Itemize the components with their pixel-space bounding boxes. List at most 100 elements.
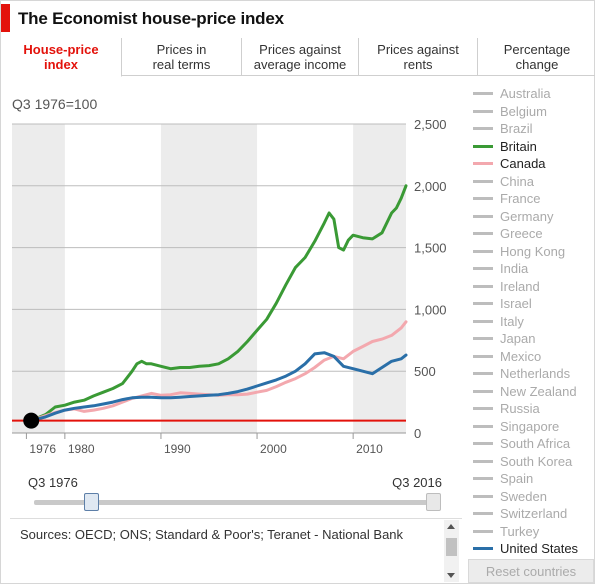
series-line-united-states	[29, 351, 408, 423]
reset-countries-button[interactable]: Reset countries	[468, 559, 594, 583]
legend-swatch	[473, 284, 493, 288]
legend-swatch	[473, 512, 493, 516]
legend-item-canada[interactable]: Canada	[471, 155, 595, 173]
tab-percentage-change[interactable]: Percentage change	[477, 38, 595, 76]
tab-prices-in-real-terms[interactable]: Prices in real terms	[152, 42, 211, 72]
legend-swatch	[473, 144, 493, 148]
legend-swatch	[473, 389, 493, 393]
tab-prices-against-average-income[interactable]: Prices against average income	[241, 38, 358, 76]
baseline-label: Q3 1976=100	[12, 96, 98, 112]
legend-swatch	[473, 214, 493, 218]
legend-label: Russia	[500, 401, 540, 417]
legend-swatch	[473, 267, 493, 271]
legend-item-mexico[interactable]: Mexico	[471, 348, 595, 366]
legend-item-china[interactable]: China	[471, 173, 595, 191]
legend-item-germany[interactable]: Germany	[471, 208, 595, 226]
scroll-thumb[interactable]	[446, 538, 457, 556]
legend-item-australia[interactable]: Australia	[471, 85, 595, 103]
country-legend: Australia Belgium Brazil Britain Canada China…	[471, 85, 595, 558]
legend-swatch	[473, 179, 493, 183]
tab-house-price-index[interactable]: House-price index	[1, 38, 122, 77]
legend-swatch	[473, 337, 493, 341]
legend-swatch	[473, 197, 493, 201]
y-tick-label: 2,000	[414, 179, 447, 194]
legend-label: Brazil	[500, 121, 533, 137]
decade-band	[160, 124, 258, 433]
legend-item-britain[interactable]: Britain	[471, 138, 595, 156]
legend-label: Singapore	[500, 418, 560, 434]
sources-scrollbar[interactable]	[444, 520, 459, 582]
legend-label: Switzerland	[500, 506, 568, 522]
legend-item-russia[interactable]: Russia	[471, 400, 595, 418]
legend-swatch	[473, 494, 493, 498]
legend-item-india[interactable]: India	[471, 260, 595, 278]
scroll-up-icon[interactable]	[447, 524, 455, 529]
slider-start-label: Q3 1976	[28, 475, 78, 490]
legend-label: New Zealand	[500, 383, 577, 399]
legend-item-france[interactable]: France	[471, 190, 595, 208]
legend-swatch	[473, 459, 493, 463]
legend-label: Ireland	[500, 278, 540, 294]
slider-start-handle[interactable]	[84, 493, 99, 511]
legend-swatch	[473, 319, 493, 323]
legend-swatch	[473, 529, 493, 533]
legend-item-netherlands[interactable]: Netherlands	[471, 365, 595, 383]
legend-item-japan[interactable]: Japan	[471, 330, 595, 348]
legend-swatch	[473, 232, 493, 236]
legend-item-greece[interactable]: Greece	[471, 225, 595, 243]
legend-label: Mexico	[500, 348, 542, 364]
legend-label: Germany	[500, 208, 554, 224]
legend-label: Hong Kong	[500, 243, 566, 259]
legend-label: Netherlands	[500, 366, 571, 382]
date-range-slider: Q3 1976 Q3 2016	[14, 469, 460, 519]
slider-track[interactable]	[34, 500, 440, 505]
legend-item-turkey[interactable]: Turkey	[471, 523, 595, 541]
legend-item-switzerland[interactable]: Switzerland	[471, 505, 595, 523]
scroll-down-icon[interactable]	[447, 573, 455, 578]
legend-label: Belgium	[500, 103, 547, 119]
series-line-britain	[29, 184, 408, 423]
legend-item-hong-kong[interactable]: Hong Kong	[471, 243, 595, 261]
legend-label: France	[500, 191, 541, 207]
legend-item-brazil[interactable]: Brazil	[471, 120, 595, 138]
legend-swatch	[473, 354, 493, 358]
y-tick-label: 500	[414, 364, 436, 379]
legend-swatch	[473, 109, 493, 113]
slider-end-handle[interactable]	[426, 493, 441, 511]
legend-item-singapore[interactable]: Singapore	[471, 418, 595, 436]
legend-item-belgium[interactable]: Belgium	[471, 103, 595, 121]
y-tick-label: 0	[414, 426, 421, 441]
legend-label: Spain	[500, 471, 534, 487]
legend-item-south-korea[interactable]: South Korea	[471, 453, 595, 471]
legend-swatch	[473, 442, 493, 446]
legend-item-sweden[interactable]: Sweden	[471, 488, 595, 506]
legend-item-south-africa[interactable]: South Africa	[471, 435, 595, 453]
legend-swatch	[473, 249, 493, 253]
x-tick-label: 1976	[29, 442, 56, 456]
legend-item-united-states[interactable]: United States	[471, 540, 595, 558]
legend-label: Sweden	[500, 488, 547, 504]
line-chart: 0 500 1,000 1,500 2,000 2,500 1976 1980 1990 2000…	[12, 117, 447, 456]
legend-item-ireland[interactable]: Ireland	[471, 278, 595, 296]
legend-label: South Africa	[500, 436, 571, 452]
tab-prices-against-rents[interactable]: Prices against rents	[358, 38, 477, 76]
legend-item-israel[interactable]: Israel	[471, 295, 595, 313]
legend-swatch	[473, 127, 493, 131]
legend-swatch	[473, 162, 493, 166]
legend-label: Australia	[500, 86, 551, 102]
legend-item-italy[interactable]: Italy	[471, 313, 595, 331]
legend-label: Turkey	[500, 523, 540, 539]
x-tick-label: 1990	[164, 442, 191, 456]
legend-swatch	[473, 477, 493, 481]
decade-band	[12, 124, 65, 433]
sources-text: Sources: OECD; ONS; Standard & Poor's; T…	[20, 527, 404, 542]
legend-label: Israel	[500, 296, 532, 312]
baseline-point	[23, 412, 40, 429]
y-tick-label: 2,500	[414, 117, 447, 132]
legend-item-new-zealand[interactable]: New Zealand	[471, 383, 595, 401]
legend-swatch	[473, 372, 493, 376]
legend-swatch	[473, 424, 493, 428]
legend-item-spain[interactable]: Spain	[471, 470, 595, 488]
sources-panel: Sources: OECD; ONS; Standard & Poor's; T…	[10, 518, 462, 584]
